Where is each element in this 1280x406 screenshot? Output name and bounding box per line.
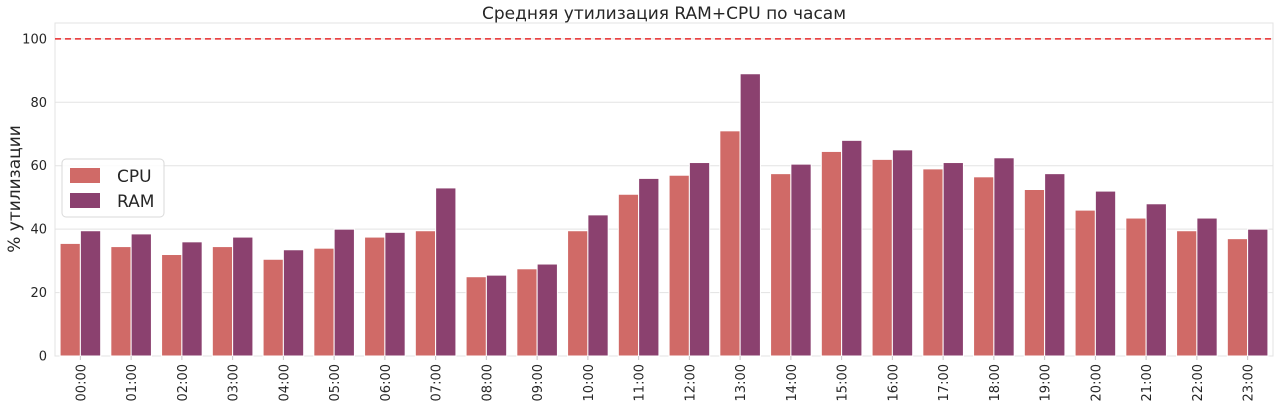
x-tick-label: 08:00 xyxy=(480,364,495,401)
bar-ram-1200 xyxy=(688,162,711,357)
y-tick-label: 0 xyxy=(39,350,47,365)
bar-cpu-0200 xyxy=(161,254,183,357)
bar-cpu-0800 xyxy=(465,276,487,357)
plot-area xyxy=(54,22,1274,357)
bar-ram-0600 xyxy=(384,231,406,357)
chart-title: Средняя утилизация RAM+CPU по часам xyxy=(482,4,846,24)
bar-ram-2100 xyxy=(1145,203,1167,357)
bar-ram-0400 xyxy=(282,249,305,357)
bar-ram-0100 xyxy=(130,233,152,357)
bar-cpu-1600 xyxy=(871,158,893,357)
y-axis-label: % утилизации xyxy=(5,125,25,253)
bar-ram-2200 xyxy=(1196,217,1218,357)
y-tick-label: 40 xyxy=(30,223,47,238)
bar-cpu-0100 xyxy=(110,246,132,357)
bar-cpu-0000 xyxy=(59,242,81,357)
bar-ram-0700 xyxy=(435,187,457,357)
bar-ram-0000 xyxy=(79,230,102,357)
x-tick-label: 13:00 xyxy=(734,364,749,401)
x-tick-label: 14:00 xyxy=(785,364,800,401)
bar-ram-1900 xyxy=(1044,173,1066,357)
bar-ram-1000 xyxy=(587,214,609,357)
x-tick-label: 23:00 xyxy=(1242,364,1257,401)
x-tick-label: 01:00 xyxy=(125,364,140,401)
bar-cpu-0300 xyxy=(211,246,234,357)
x-tick-label: 17:00 xyxy=(937,364,952,401)
x-tick-label: 09:00 xyxy=(531,364,546,401)
x-tick-label: 03:00 xyxy=(227,364,242,401)
x-tick-label: 02:00 xyxy=(176,364,191,401)
bar-cpu-1700 xyxy=(922,168,944,357)
x-tick-label: 05:00 xyxy=(328,364,343,401)
bar-ram-0900 xyxy=(536,263,558,357)
bar-ram-0800 xyxy=(485,274,508,357)
x-tick-label: 20:00 xyxy=(1089,364,1104,401)
bar-ram-2300 xyxy=(1247,228,1269,357)
bar-cpu-2300 xyxy=(1226,238,1249,357)
bar-cpu-0700 xyxy=(414,230,437,357)
legend-label-ram: RAM xyxy=(117,192,154,212)
y-tick-label: 20 xyxy=(30,286,47,301)
x-tick-label: 04:00 xyxy=(277,364,292,401)
y-tick-label: 60 xyxy=(30,159,47,174)
x-tick-label: 11:00 xyxy=(633,364,648,401)
bar-ram-0300 xyxy=(232,236,254,357)
bar-cpu-1900 xyxy=(1023,189,1046,357)
x-tick-label: 00:00 xyxy=(74,364,89,401)
bar-ram-0200 xyxy=(181,241,203,357)
bar-ram-1700 xyxy=(942,162,964,357)
bar-cpu-1400 xyxy=(770,173,792,357)
bar-cpu-1200 xyxy=(668,174,690,357)
legend-label-cpu: CPU xyxy=(117,167,152,187)
x-tick-label: 21:00 xyxy=(1140,364,1155,401)
bar-ram-1800 xyxy=(993,157,1015,357)
x-tick-label: 22:00 xyxy=(1191,364,1206,401)
bar-cpu-1500 xyxy=(820,150,843,357)
legend: CPU RAM xyxy=(61,158,165,218)
x-tick-label: 16:00 xyxy=(886,364,901,401)
y-tick-label: 100 xyxy=(22,32,47,47)
bar-cpu-2000 xyxy=(1074,209,1096,357)
bar-cpu-1000 xyxy=(567,230,589,357)
bar-cpu-0600 xyxy=(364,236,386,357)
bar-cpu-0500 xyxy=(313,247,335,357)
bar-cpu-2100 xyxy=(1125,217,1147,357)
legend-swatch-cpu xyxy=(70,168,100,183)
x-tick-label: 15:00 xyxy=(836,364,851,401)
bar-ram-2000 xyxy=(1094,190,1117,357)
bar-cpu-1300 xyxy=(719,130,741,357)
y-tick-label: 80 xyxy=(30,96,47,111)
bar-ram-0500 xyxy=(333,228,355,357)
x-tick-label: 10:00 xyxy=(582,364,597,401)
bar-ram-1400 xyxy=(790,163,812,357)
bar-cpu-1800 xyxy=(973,176,995,357)
bar-cpu-2200 xyxy=(1176,230,1198,357)
bar-ram-1500 xyxy=(841,139,863,357)
x-tick-label: 12:00 xyxy=(683,364,698,401)
x-tick-label: 18:00 xyxy=(988,364,1003,401)
bar-cpu-0900 xyxy=(516,268,538,357)
legend-swatch-ram xyxy=(70,193,100,208)
bar-cpu-0400 xyxy=(262,258,284,357)
bar-ram-1600 xyxy=(891,149,914,357)
bar-cpu-1100 xyxy=(617,193,640,357)
bar-ram-1100 xyxy=(638,177,660,357)
x-tick-label: 07:00 xyxy=(430,364,445,401)
bar-ram-1300 xyxy=(739,73,761,357)
x-tick-label: 06:00 xyxy=(379,364,394,401)
x-tick-label: 19:00 xyxy=(1039,364,1054,401)
